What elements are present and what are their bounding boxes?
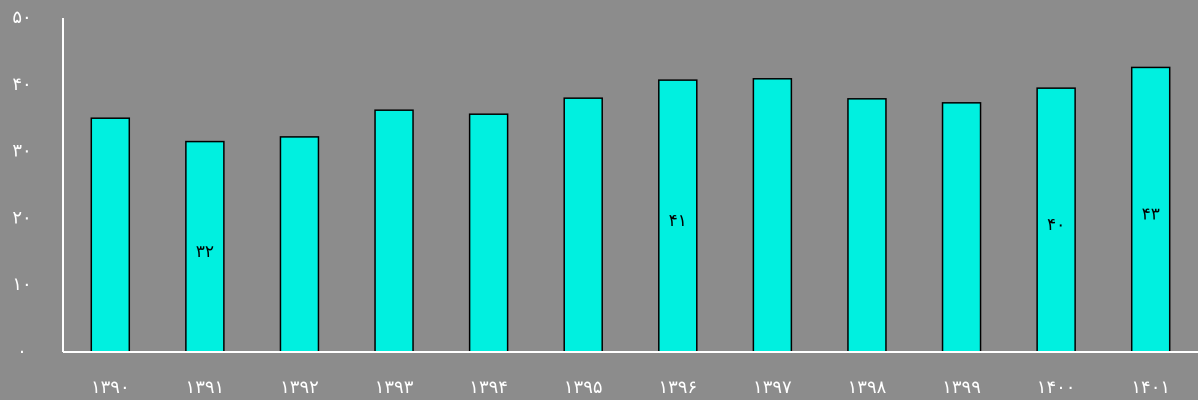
bar xyxy=(847,98,887,353)
bar xyxy=(563,97,603,353)
bar xyxy=(941,102,982,353)
data-label: ۴۳ xyxy=(1142,205,1160,225)
bar xyxy=(1036,87,1076,353)
y-tick-label: ۰ xyxy=(17,341,27,362)
y-tick-label: ۳۰ xyxy=(12,141,31,162)
x-tick-label: ۱۳۹۶ xyxy=(658,377,697,398)
y-tick-label: ۲۰ xyxy=(12,207,31,228)
x-tick-label: ۱۳۹۰ xyxy=(91,377,130,398)
x-tick-label: ۱۳۹۲ xyxy=(280,377,319,398)
data-label: ۳۲ xyxy=(196,242,214,262)
x-tick-label: ۱۳۹۴ xyxy=(469,377,508,398)
x-tick-label: ۱۳۹۳ xyxy=(375,377,414,398)
bar xyxy=(752,78,793,353)
bar xyxy=(185,140,225,353)
bar xyxy=(279,136,320,353)
x-tick-label: ۱۳۹۵ xyxy=(564,377,603,398)
x-tick-label: ۱۳۹۹ xyxy=(942,377,981,398)
x-tick-label: ۱۳۹۱ xyxy=(186,377,225,398)
data-label: ۴۱ xyxy=(669,211,687,231)
x-tick-label: ۱۳۹۷ xyxy=(753,377,792,398)
x-tick-label: ۱۳۹۸ xyxy=(848,377,887,398)
data-label: ۴۰ xyxy=(1047,215,1065,235)
bar xyxy=(658,79,698,353)
y-tick-label: ۵۰ xyxy=(12,7,31,28)
bar xyxy=(90,117,131,353)
bar xyxy=(374,109,414,353)
x-tick-label: ۱۴۰۱ xyxy=(1131,377,1170,398)
y-tick-label: ۱۰ xyxy=(12,274,31,295)
bar xyxy=(468,113,509,353)
y-tick-label: ۴۰ xyxy=(12,74,31,95)
x-tick-label: ۱۴۰۰ xyxy=(1037,377,1076,398)
